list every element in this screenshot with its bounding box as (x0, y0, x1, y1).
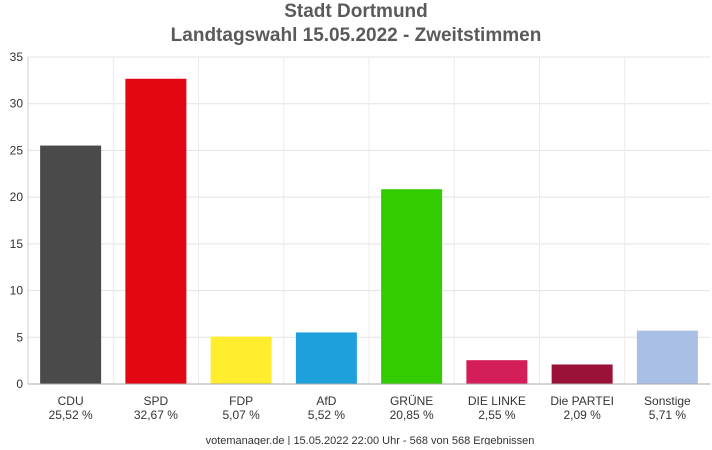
x-value-label: 20,85 % (390, 408, 434, 422)
y-tick-label: 20 (10, 190, 24, 204)
x-category-label: GRÜNE (390, 394, 433, 408)
y-tick-label: 5 (16, 330, 23, 344)
x-value-label: 5,71 % (649, 408, 687, 422)
bars (40, 78, 698, 384)
x-value-label: 5,52 % (308, 408, 346, 422)
y-tick-label: 30 (10, 97, 24, 111)
x-category-label: Die PARTEI (550, 394, 614, 408)
bar-cdu (40, 145, 102, 384)
x-category-label: FDP (229, 394, 253, 408)
chart-subtitle: Landtagswahl 15.05.2022 - Zweitstimmen (171, 25, 542, 46)
bar-afd (295, 332, 357, 384)
x-value-label: 2,09 % (563, 408, 601, 422)
x-category-label: AfD (316, 394, 336, 408)
bar-spd (125, 78, 187, 384)
y-tick-label: 25 (10, 143, 24, 157)
x-value-label: 5,07 % (222, 408, 260, 422)
bar-sonstige (636, 330, 698, 384)
bar-die-linke (466, 360, 528, 384)
x-value-label: 25,52 % (49, 408, 93, 422)
bar-fdp (210, 336, 272, 384)
y-tick-label: 10 (10, 284, 24, 298)
x-category-label: SPD (144, 394, 169, 408)
y-tick-label: 35 (10, 50, 24, 64)
y-axis-ticks: 0 5 10 15 20 25 30 35 (10, 50, 24, 391)
x-category-label: DIE LINKE (468, 394, 526, 408)
x-category-label: CDU (58, 394, 84, 408)
x-value-label: 2,55 % (478, 408, 516, 422)
y-tick-label: 15 (10, 237, 24, 251)
chart-title: Stadt Dortmund (284, 1, 428, 22)
x-value-label: 32,67 % (134, 408, 178, 422)
bar-grüne (381, 189, 443, 384)
bar-die-partei (551, 364, 613, 384)
x-category-label: Sonstige (644, 394, 691, 408)
footer-source: votemanager.de | 15.05.2022 22:00 Uhr - … (206, 435, 535, 445)
y-tick-label: 0 (16, 377, 23, 391)
